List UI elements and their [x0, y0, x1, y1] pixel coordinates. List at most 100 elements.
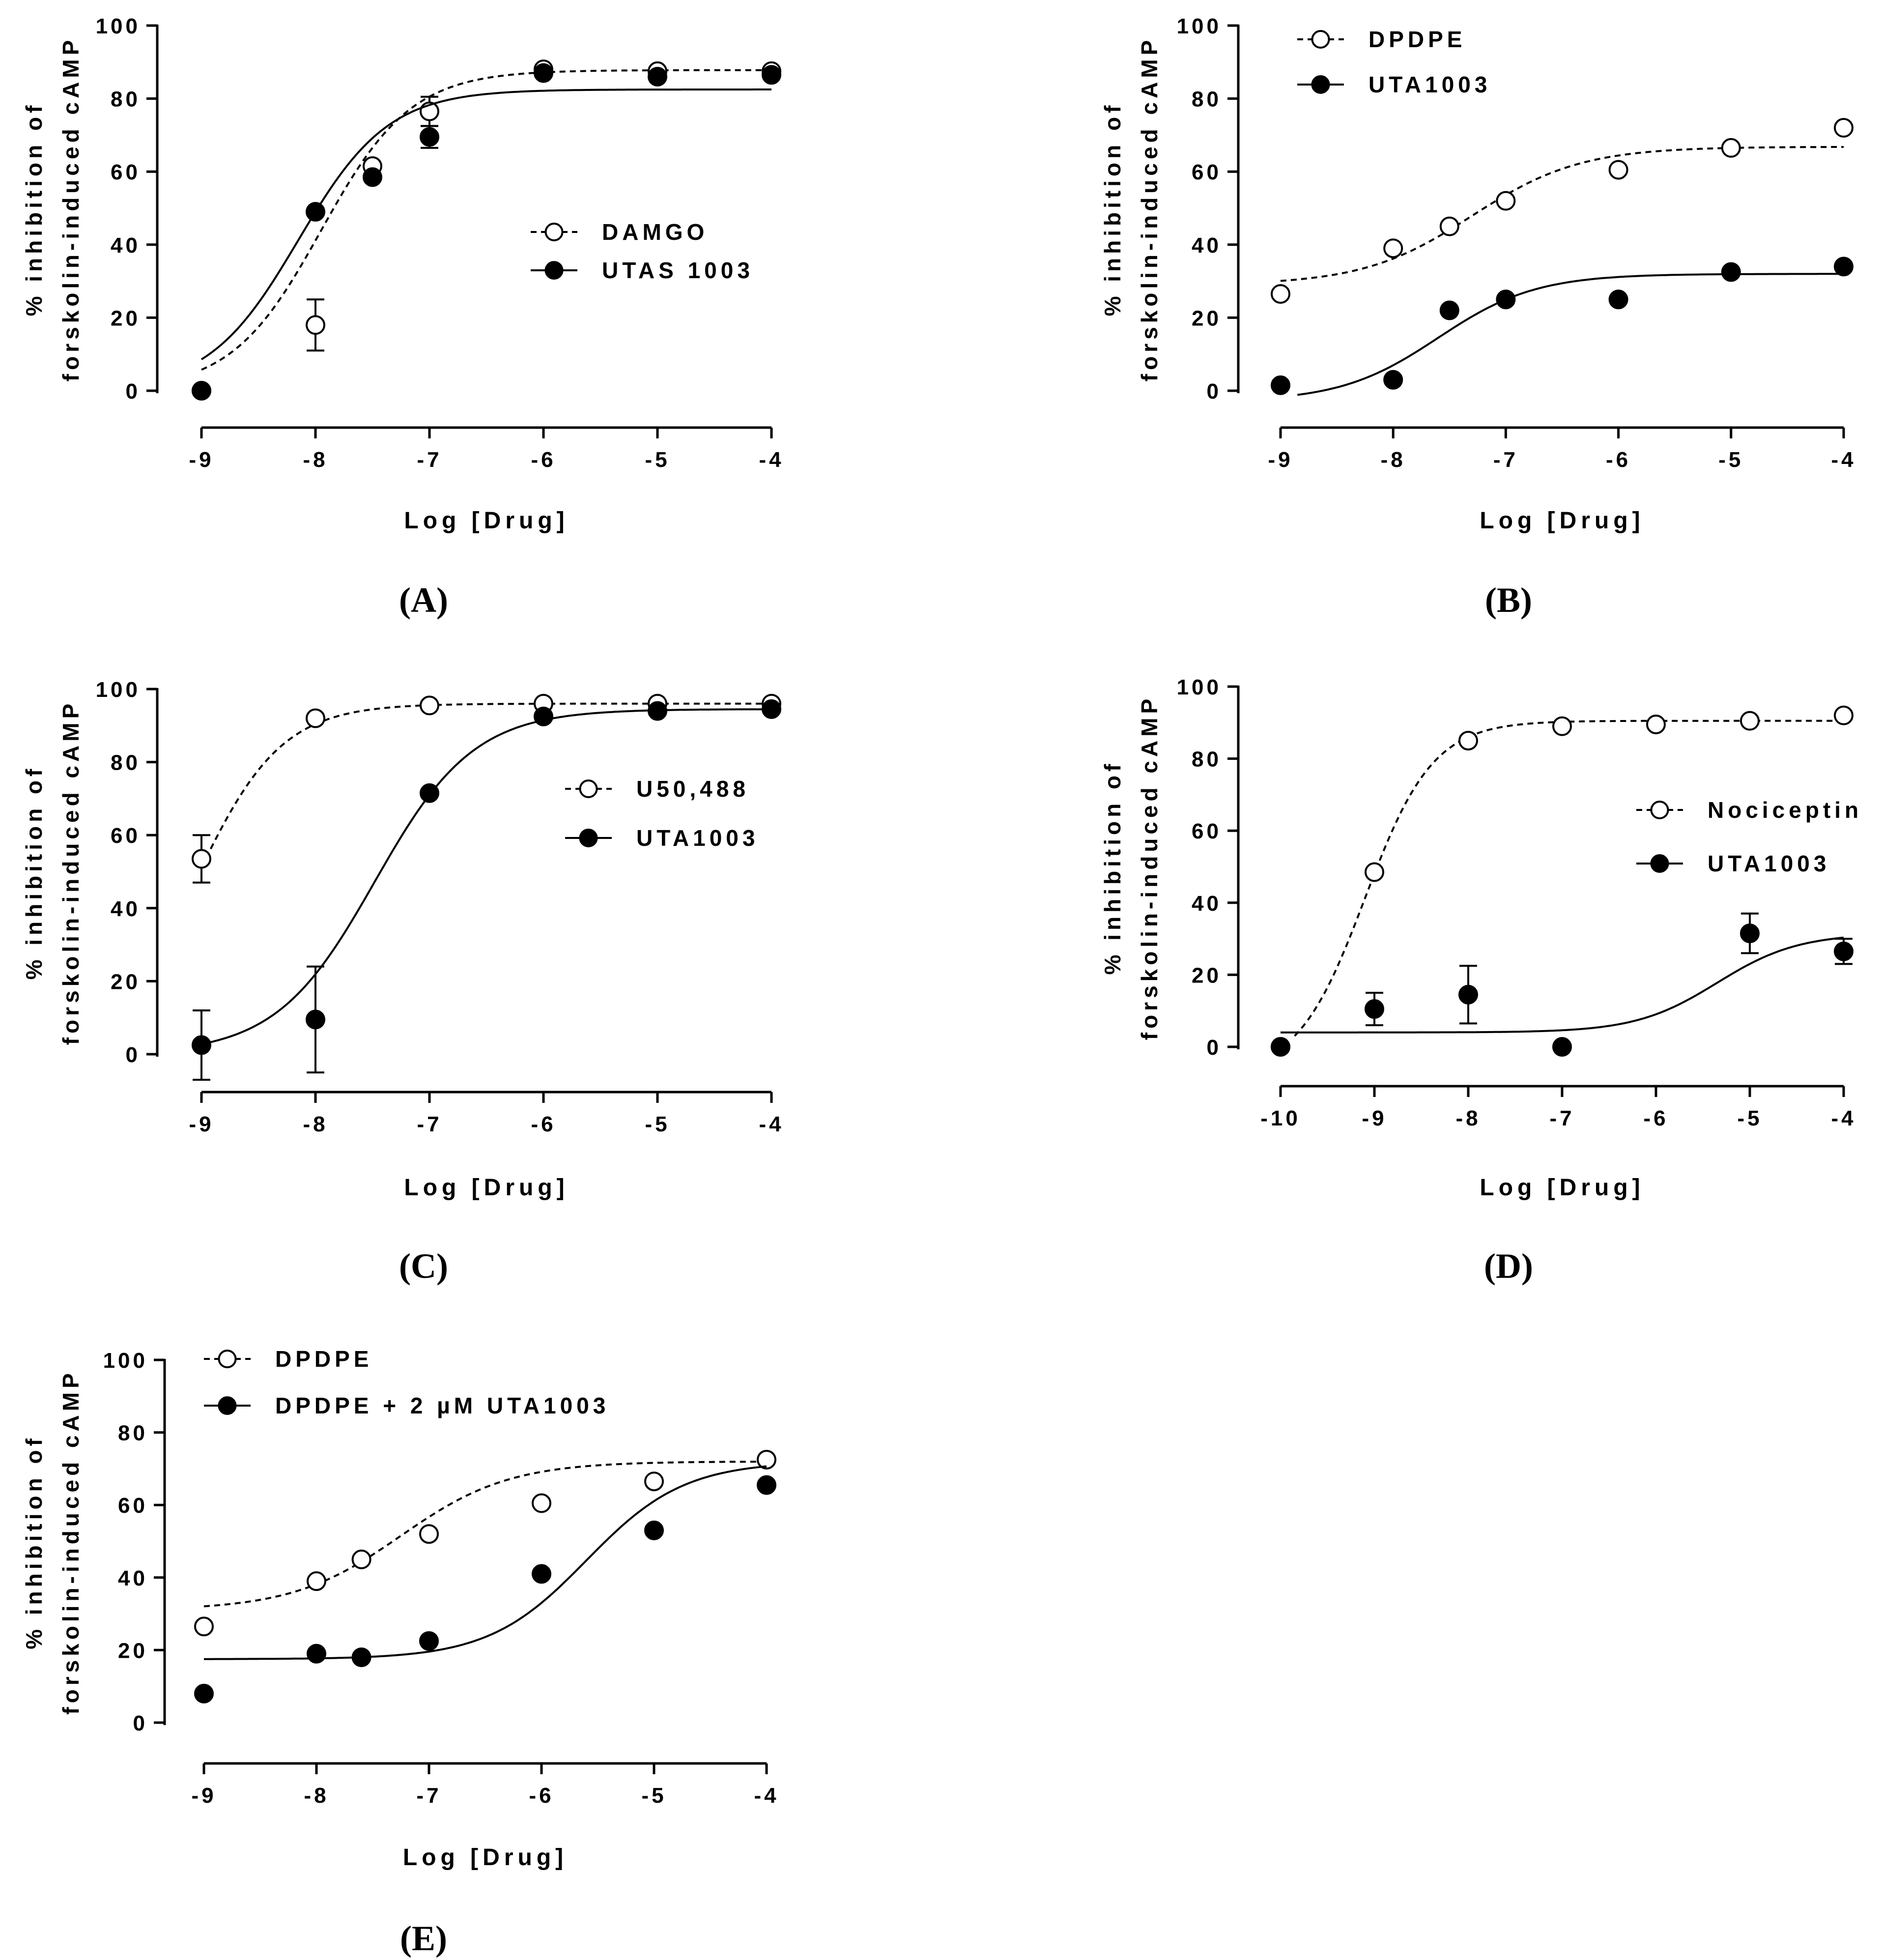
legend-marker: [1650, 854, 1669, 873]
y-tick-label: 80: [118, 1421, 148, 1445]
fit-curve: [200, 88, 771, 360]
legend-label: UTAS 1003: [602, 258, 754, 283]
data-point: [1608, 289, 1628, 310]
y-tick-label: 0: [126, 1043, 141, 1067]
x-tick-label: -6: [1606, 448, 1631, 472]
x-tick-label: -5: [645, 448, 670, 472]
legend-label: UTA1003: [1368, 72, 1491, 97]
legend-marker: [1650, 801, 1669, 819]
data-point: [1834, 705, 1853, 725]
x-tick-label: -4: [1831, 448, 1856, 472]
data-point: [1721, 262, 1741, 282]
data-point: [1646, 714, 1666, 734]
data-point: [1383, 370, 1403, 390]
data-point: [351, 1647, 371, 1668]
series-filled: [192, 699, 781, 1081]
legend-label: DPDPE + 2 µM UTA1003: [275, 1393, 609, 1418]
data-point: [1608, 160, 1628, 180]
legend-marker: [579, 779, 598, 798]
data-point: [192, 1035, 211, 1055]
x-axis-label: Log [Drug]: [403, 1845, 568, 1871]
series-open: [1271, 705, 1853, 1057]
panel-b: 0 20 40 60 80 100 -9 -8 -7 -6 -5 -4 Log [Drug] % inhi…: [1100, 14, 1856, 620]
y-tick-label: 40: [111, 233, 141, 258]
data-point: [532, 1493, 551, 1513]
legend-label: UTA1003: [1708, 851, 1830, 876]
y-tick-label: 100: [96, 14, 141, 38]
series-open: [192, 693, 781, 884]
panel-label: (E): [400, 1919, 447, 1958]
data-point: [1740, 923, 1760, 944]
legend-label: DAMGO: [602, 219, 708, 245]
panel-label: (A): [399, 580, 448, 620]
data-point: [420, 127, 439, 147]
x-tick-label: -6: [529, 1784, 554, 1808]
fit-curve: [1280, 146, 1844, 282]
series-filled: [1271, 912, 1853, 1057]
y-tick-label: 40: [1192, 892, 1222, 916]
panel-e: 0 20 40 60 80 100 -9 -8 -7 -6 -5 -4 Log [Drug] % inhi…: [21, 1346, 776, 1958]
fit-curve: [201, 69, 771, 371]
series-filled: [192, 63, 781, 401]
y-tick-label: 20: [111, 306, 141, 330]
data-point: [1552, 1037, 1572, 1057]
fit-curve: [201, 708, 771, 1045]
x-tick-label: -7: [1549, 1106, 1574, 1130]
data-point: [192, 849, 211, 869]
data-point: [1439, 300, 1459, 320]
data-point: [757, 1449, 776, 1470]
y-axis-label-line1: % inhibition of: [21, 1435, 47, 1649]
data-point: [1458, 984, 1478, 1005]
x-tick-label: -5: [641, 1784, 666, 1808]
data-point: [534, 63, 553, 83]
y-tick-label: 80: [1192, 748, 1222, 772]
data-point: [1834, 257, 1853, 277]
y-tick-label: 60: [1192, 160, 1222, 184]
data-point: [644, 1520, 664, 1540]
data-point: [194, 1616, 214, 1637]
y-tick-label: 40: [1192, 233, 1222, 258]
y-axis-label-line1: % inhibition of: [21, 765, 47, 980]
data-point: [1383, 238, 1403, 259]
x-tick-label: -8: [303, 448, 328, 472]
x-axis-label: Log [Drug]: [1480, 1175, 1644, 1201]
y-tick-label: 100: [1177, 675, 1222, 699]
x-tick-label: -8: [304, 1784, 329, 1808]
x-tick-label: -7: [417, 1112, 442, 1136]
y-tick-label: 100: [103, 1349, 148, 1373]
fit-curve: [1297, 273, 1844, 396]
data-point: [762, 699, 781, 719]
panel-a: 0 20 40 60 80 100 -9 -8 -7 -6 -5 -4 Log [Drug] % inhi…: [21, 14, 781, 620]
data-point: [1365, 862, 1384, 882]
panel-label: (C): [399, 1246, 448, 1286]
data-point: [363, 167, 382, 187]
x-tick-label: -8: [1381, 448, 1406, 472]
data-point: [1458, 730, 1478, 750]
data-point: [1721, 138, 1741, 158]
x-tick-label: -9: [189, 448, 214, 472]
y-tick-label: 20: [118, 1639, 148, 1663]
x-tick-label: -4: [759, 1112, 784, 1136]
x-tick-label: -5: [1737, 1106, 1762, 1130]
legend-marker: [1311, 75, 1330, 94]
y-tick-label: 80: [1192, 87, 1222, 112]
x-tick-label: -5: [1718, 448, 1743, 472]
data-point: [1740, 711, 1760, 731]
data-point: [420, 783, 439, 803]
panel-d: 0 20 40 60 80 100 -10 -9 -8 -7 -6 -5 -4 Log [Drug] % i…: [1100, 675, 1858, 1286]
y-tick-label: 20: [1192, 963, 1222, 987]
data-point: [648, 67, 667, 87]
data-point: [419, 1631, 439, 1651]
x-tick-label: -7: [416, 1784, 441, 1808]
data-point: [306, 1009, 325, 1030]
data-point: [534, 706, 553, 726]
data-point: [306, 708, 325, 728]
y-axis-label-line1: % inhibition of: [1100, 760, 1125, 975]
legend-marker: [544, 261, 564, 280]
data-point: [532, 1564, 551, 1584]
y-axis-label-line2: forskolin-induced cAMP: [58, 1369, 84, 1714]
y-axis-label-line2: forskolin-induced cAMP: [58, 36, 84, 381]
data-point: [1365, 999, 1384, 1019]
legend-label: U50,488: [636, 776, 749, 802]
y-tick-label: 20: [111, 970, 141, 994]
